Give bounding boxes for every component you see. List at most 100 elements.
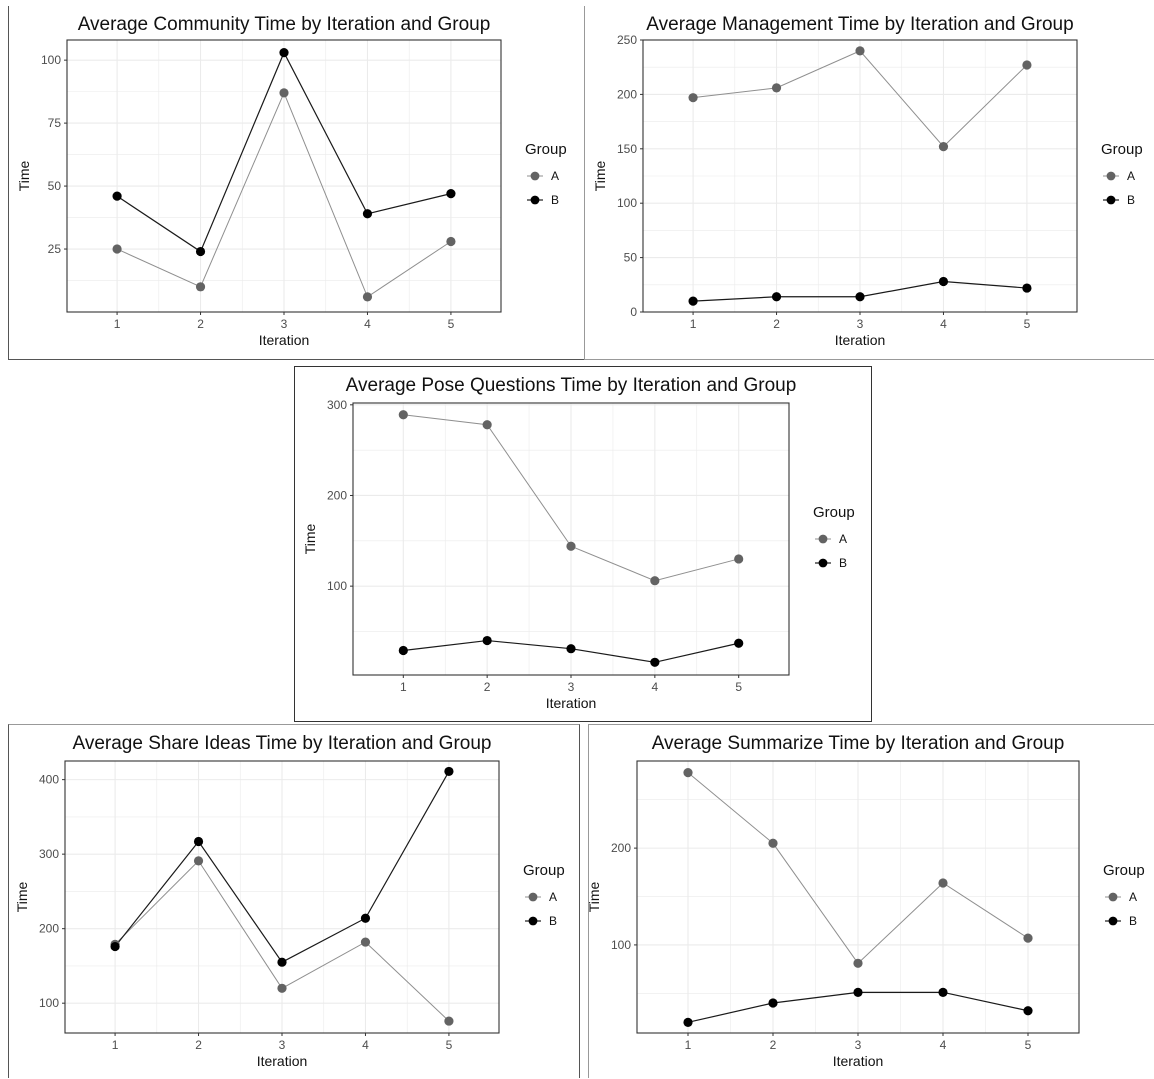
legend-key-point bbox=[528, 916, 538, 926]
x-axis-title: Iteration bbox=[257, 1053, 308, 1069]
data-point-b bbox=[688, 296, 698, 306]
x-tick-label: 3 bbox=[568, 680, 575, 694]
y-tick-label: 200 bbox=[327, 488, 347, 502]
x-tick-label: 4 bbox=[940, 1038, 947, 1052]
chart-title: Average Community Time by Iteration and … bbox=[78, 14, 491, 35]
data-point-b bbox=[1023, 1006, 1033, 1016]
chart-management: Average Management Time by Iteration and… bbox=[592, 14, 1143, 348]
data-point-b bbox=[279, 47, 289, 58]
data-point-a bbox=[362, 292, 373, 302]
data-point-b bbox=[193, 836, 204, 847]
legend-title: Group bbox=[523, 862, 565, 879]
legend-title: Group bbox=[525, 141, 567, 158]
data-point-a bbox=[853, 958, 863, 968]
x-tick-label: 3 bbox=[281, 317, 288, 331]
y-tick-label: 200 bbox=[617, 87, 637, 101]
data-point-b bbox=[398, 645, 408, 656]
y-tick-label: 100 bbox=[617, 196, 637, 210]
data-point-b bbox=[650, 657, 660, 667]
x-tick-label: 4 bbox=[362, 1038, 369, 1052]
data-point-b bbox=[362, 209, 373, 219]
x-tick-label: 1 bbox=[400, 680, 407, 694]
x-tick-label: 2 bbox=[197, 317, 204, 331]
data-point-a bbox=[482, 420, 492, 430]
chart-title: Average Management Time by Iteration and… bbox=[646, 14, 1073, 35]
legend-label-a: A bbox=[1127, 169, 1135, 183]
y-tick-label: 100 bbox=[39, 996, 59, 1010]
y-tick-label: 100 bbox=[611, 938, 631, 952]
legend-title: Group bbox=[813, 504, 855, 521]
data-point-b bbox=[195, 246, 206, 257]
x-tick-label: 5 bbox=[735, 680, 742, 694]
y-tick-label: 200 bbox=[39, 922, 59, 936]
x-tick-label: 1 bbox=[685, 1038, 692, 1052]
legend-label-b: B bbox=[1129, 914, 1137, 928]
chart-panel-summarize: Average Summarize Time by Iteration and … bbox=[588, 724, 1154, 1078]
legend-key-point bbox=[818, 534, 828, 544]
data-point-b bbox=[566, 644, 576, 654]
data-point-b bbox=[734, 638, 744, 648]
y-tick-label: 100 bbox=[41, 53, 61, 67]
data-point-b bbox=[277, 957, 287, 967]
data-point-a bbox=[650, 576, 660, 586]
data-point-a bbox=[1023, 933, 1033, 943]
data-point-b bbox=[938, 276, 949, 287]
y-axis-title: Time bbox=[589, 881, 602, 912]
x-tick-label: 3 bbox=[279, 1038, 286, 1052]
data-point-b bbox=[683, 1017, 693, 1027]
y-tick-label: 400 bbox=[39, 773, 59, 787]
data-point-a bbox=[193, 856, 204, 866]
data-point-a bbox=[444, 1016, 454, 1026]
x-tick-label: 2 bbox=[770, 1038, 777, 1052]
data-point-a bbox=[1022, 60, 1032, 70]
legend-label-b: B bbox=[839, 556, 847, 570]
data-point-a bbox=[768, 838, 778, 848]
data-point-b bbox=[771, 292, 782, 302]
chart-pose-questions: Average Pose Questions Time by Iteration… bbox=[302, 375, 855, 711]
data-point-b bbox=[855, 292, 865, 302]
x-tick-label: 2 bbox=[773, 317, 780, 331]
data-point-a bbox=[688, 93, 698, 103]
chart-panel-pose-questions: Average Pose Questions Time by Iteration… bbox=[294, 366, 872, 722]
data-point-b bbox=[110, 941, 120, 952]
y-tick-label: 300 bbox=[327, 398, 347, 412]
y-axis-title: Time bbox=[16, 160, 32, 191]
y-tick-label: 150 bbox=[617, 142, 637, 156]
x-tick-label: 4 bbox=[940, 317, 947, 331]
data-point-a bbox=[398, 410, 408, 420]
chart-community: Average Community Time by Iteration and … bbox=[16, 14, 567, 348]
legend-title: Group bbox=[1101, 141, 1143, 158]
chart-share-ideas: Average Share Ideas Time by Iteration an… bbox=[14, 733, 565, 1069]
x-tick-label: 3 bbox=[855, 1038, 862, 1052]
data-point-a bbox=[683, 768, 693, 778]
legend-key-point bbox=[1106, 171, 1116, 181]
x-tick-label: 2 bbox=[484, 680, 491, 694]
legend-key-point bbox=[818, 558, 828, 568]
chart-title: Average Summarize Time by Iteration and … bbox=[652, 733, 1065, 754]
legend-key-point bbox=[530, 195, 540, 205]
y-tick-label: 50 bbox=[624, 251, 638, 265]
y-tick-label: 100 bbox=[327, 579, 347, 593]
data-point-b bbox=[1022, 283, 1032, 293]
x-tick-label: 2 bbox=[195, 1038, 202, 1052]
y-axis-title: Time bbox=[14, 881, 30, 912]
chart-summarize: Average Summarize Time by Iteration and … bbox=[589, 733, 1145, 1069]
data-point-b bbox=[482, 635, 492, 646]
x-tick-label: 5 bbox=[446, 1038, 453, 1052]
x-tick-label: 3 bbox=[857, 317, 864, 331]
data-point-a bbox=[855, 46, 865, 56]
legend-label-b: B bbox=[551, 193, 559, 207]
chart-panel-management: Average Management Time by Iteration and… bbox=[584, 6, 1154, 360]
legend-label-a: A bbox=[551, 169, 559, 183]
data-point-b bbox=[360, 913, 371, 923]
x-tick-label: 1 bbox=[690, 317, 697, 331]
legend-key-point bbox=[1108, 916, 1118, 926]
x-tick-label: 5 bbox=[1025, 1038, 1032, 1052]
data-point-b bbox=[768, 998, 778, 1008]
legend-key-point bbox=[528, 892, 538, 902]
data-point-a bbox=[360, 937, 371, 947]
x-axis-title: Iteration bbox=[259, 332, 310, 348]
data-point-a bbox=[938, 142, 949, 152]
legend-label-b: B bbox=[1127, 193, 1135, 207]
x-tick-label: 1 bbox=[114, 317, 121, 331]
